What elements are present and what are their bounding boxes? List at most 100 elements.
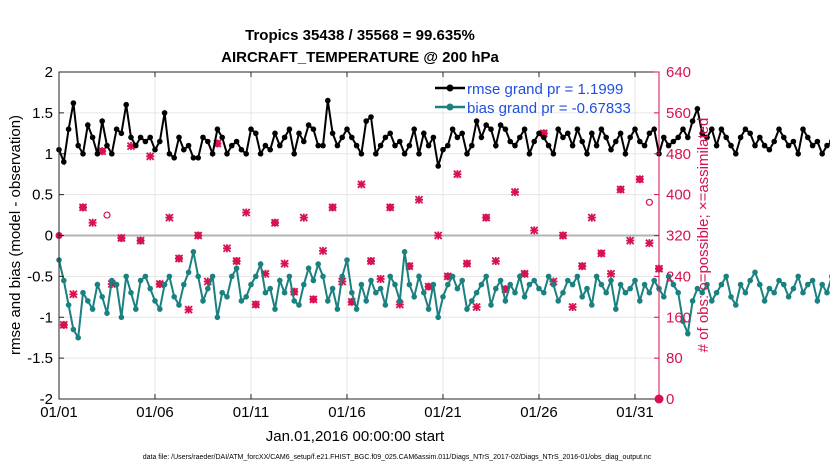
bias-point	[85, 298, 91, 304]
bias-point	[507, 281, 513, 288]
bias-point	[478, 281, 485, 288]
bias-point	[353, 306, 360, 312]
bias-point	[531, 277, 537, 284]
legend-bias-marker	[446, 103, 454, 111]
rmse-point	[161, 110, 168, 116]
rmse-point	[694, 106, 701, 112]
rmse-point	[699, 130, 705, 137]
bias-point	[661, 294, 667, 300]
obs-assimilated-point	[568, 302, 577, 312]
obs-possible-point	[597, 249, 606, 257]
rmse-point	[65, 126, 72, 132]
obs-assimilated-point	[626, 236, 635, 245]
bias-point	[397, 298, 403, 304]
bias-point	[694, 285, 701, 292]
bias-point	[699, 289, 705, 296]
rmse-point	[757, 134, 763, 141]
y-right-tick-label: 560	[666, 105, 691, 122]
bias-point	[545, 273, 552, 280]
bias-point	[387, 273, 394, 280]
obs-possible-point	[367, 257, 375, 265]
rmse-point	[320, 142, 326, 149]
y-left-tick-label: -1.5	[27, 350, 53, 367]
rmse-point	[718, 126, 725, 132]
bias-point	[205, 285, 211, 292]
y-right-tick-label: 640	[666, 64, 691, 81]
bias-point	[737, 281, 744, 288]
bias-point	[728, 294, 734, 300]
obs-possible-point	[137, 237, 145, 245]
rmse-point	[305, 122, 312, 128]
bias-point	[233, 265, 240, 272]
x-tick-label: 01/31	[616, 404, 654, 421]
y-left-tick-label: 0.5	[32, 187, 53, 204]
bias-point	[425, 306, 432, 312]
rmse-point	[752, 142, 758, 149]
y-axis-right: 0 80 160 240 320 400 480 560 640	[654, 64, 691, 408]
bias-point	[310, 277, 317, 284]
rmse-point	[627, 134, 633, 141]
rmse-point	[147, 134, 153, 141]
obs-possible-point	[616, 185, 625, 194]
rmse-point	[675, 134, 681, 141]
bias-point	[104, 310, 110, 317]
obs-possible-point	[60, 321, 68, 329]
rmse-point	[473, 118, 480, 124]
obs-possible-point	[233, 257, 241, 265]
rmse-point	[171, 155, 177, 161]
rmse-point	[200, 134, 206, 141]
bias-point	[176, 302, 182, 308]
rmse-point	[344, 126, 350, 132]
bias-point	[305, 265, 312, 272]
rmse-point	[291, 151, 298, 157]
rmse-point	[502, 126, 509, 132]
rmse-point	[637, 138, 643, 145]
obs-possible-point	[309, 295, 317, 303]
bias-point	[565, 277, 571, 284]
rmse-point	[512, 142, 518, 149]
bias-point	[497, 277, 504, 284]
bias-point	[109, 277, 115, 284]
bias-point	[617, 281, 624, 288]
x-tick-label: 01/21	[424, 404, 462, 421]
bias-point	[488, 302, 494, 308]
rmse-point	[608, 146, 614, 153]
bias-point	[670, 281, 677, 288]
obs-assimilated-point	[414, 195, 424, 204]
bias-point	[785, 294, 792, 300]
bias-point	[757, 281, 763, 288]
bias-point	[65, 302, 72, 308]
rmse-point	[392, 142, 398, 149]
obs-possible-point	[252, 300, 260, 309]
rmse-point	[814, 138, 821, 145]
obs-possible-point	[578, 262, 586, 270]
rmse-point	[689, 118, 696, 124]
bias-point	[277, 277, 283, 284]
bias-point	[713, 289, 720, 296]
bias-point	[137, 277, 144, 284]
rmse-point	[445, 142, 451, 149]
y-left-tick-label: -0.5	[27, 268, 53, 285]
bias-point	[128, 289, 134, 296]
rmse-point	[349, 134, 355, 141]
rmse-point	[555, 126, 561, 132]
bias-point	[133, 306, 139, 312]
obs-possible-point	[645, 198, 654, 206]
bias-point	[142, 273, 149, 280]
bias-point	[718, 281, 725, 288]
rmse-point	[622, 151, 629, 157]
rmse-point	[651, 126, 657, 132]
rmse-point	[195, 155, 201, 161]
bias-point	[680, 318, 686, 325]
obs-assimilated-point	[126, 141, 136, 151]
rmse-point	[75, 142, 81, 149]
legend: rmse grand pr = 1.1999 bias grand pr = -…	[435, 81, 631, 117]
rmse-point	[809, 142, 816, 149]
rmse-point	[742, 126, 749, 132]
rmse-point	[382, 134, 389, 141]
rmse-point	[617, 130, 624, 137]
rmse-point	[771, 138, 777, 145]
bias-point	[613, 306, 619, 312]
rmse-point	[99, 118, 105, 124]
bias-point	[339, 273, 346, 280]
